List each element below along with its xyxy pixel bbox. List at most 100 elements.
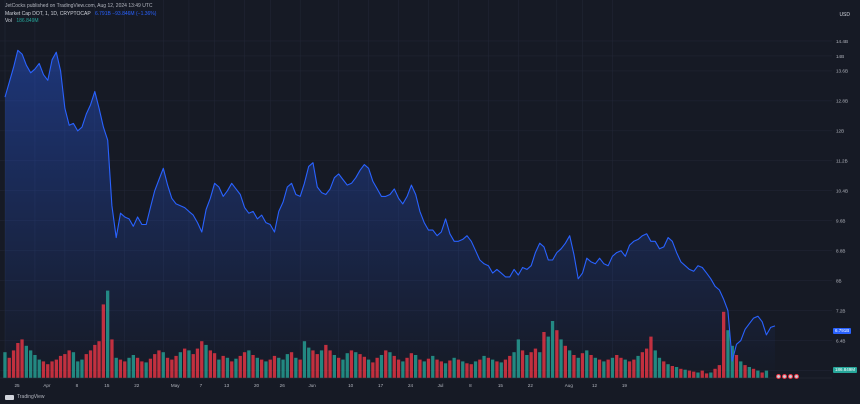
volume-bar — [640, 352, 644, 378]
volume-bar — [516, 339, 520, 378]
y-tick-label: 12.8B — [836, 99, 848, 104]
x-tick-label: 15 — [104, 383, 110, 388]
volume-bar — [170, 359, 174, 378]
volume-bar — [619, 357, 623, 378]
event-marker[interactable] — [776, 374, 781, 379]
volume-bar — [461, 361, 465, 378]
volume-bar — [281, 359, 285, 378]
volume-bar — [687, 370, 692, 378]
volume-bar — [255, 357, 259, 378]
x-tick-label: 12 — [592, 383, 598, 388]
event-marker[interactable] — [788, 374, 793, 379]
volume-bar — [764, 370, 769, 378]
volume-bar — [341, 359, 345, 378]
volume-bar — [439, 361, 443, 378]
volume-bar — [375, 357, 379, 378]
volume-bar — [683, 369, 687, 378]
volume-bar — [264, 361, 268, 378]
volume-bar — [538, 352, 542, 378]
volume-bar — [366, 359, 371, 378]
volume-bar — [93, 344, 97, 378]
x-tick-label: 25 — [14, 383, 20, 388]
price-axis[interactable]: 14.4B 14B 13.6B 12.8B 12B 11.2B 10.4B 9.6B 8.8B 8… — [832, 0, 860, 404]
volume-bar — [503, 359, 508, 378]
volume-bar — [550, 321, 555, 378]
volume-bar — [187, 350, 191, 378]
event-marker[interactable] — [794, 374, 799, 379]
volume-bar — [384, 350, 388, 378]
volume-bar — [520, 350, 525, 378]
volume-bar — [610, 357, 615, 378]
volume-bar — [285, 354, 289, 378]
volume-bar — [559, 339, 563, 378]
volume-bar — [349, 350, 354, 378]
volume-bar — [307, 347, 311, 378]
event-marker[interactable] — [782, 374, 787, 379]
volume-value: 186.849M — [16, 18, 39, 24]
price-line — [4, 49, 776, 362]
y-tick-label: 7.2B — [836, 308, 845, 313]
volume-bar — [37, 359, 41, 378]
volume-bar — [88, 350, 93, 378]
symbol-name: Market Cap DOT, 1, 1D, CRYPTOCAP — [5, 11, 91, 17]
currency-unit[interactable]: USD — [839, 12, 850, 18]
volume-bar — [33, 355, 37, 378]
volume-bar — [58, 355, 63, 378]
volume-bar — [512, 352, 516, 378]
time-axis[interactable]: 25 Apr 8 15 22 May 7 13 20 26 Jun 10 17 24 Jul 8 15 22 Aug… — [0, 377, 832, 388]
y-tick-label: 11.2B — [836, 159, 848, 164]
volume-bar — [135, 357, 140, 378]
publisher-caption: JetCocks published on TradingView.com, A… — [5, 3, 153, 9]
volume-bar — [542, 332, 546, 378]
volume-bar — [11, 350, 16, 378]
volume-bar — [448, 360, 452, 378]
volume-bar — [388, 352, 392, 378]
x-tick-label: 13 — [224, 383, 230, 388]
volume-bar — [46, 364, 50, 378]
volume-bar — [546, 336, 550, 378]
volume-bar — [666, 364, 670, 378]
volume-bar — [234, 358, 238, 378]
volume-bar — [110, 339, 114, 378]
volume-bar — [212, 353, 217, 378]
volume-bar — [76, 361, 80, 378]
event-markers[interactable] — [776, 374, 799, 379]
volume-bar — [525, 355, 529, 378]
volume-bar — [747, 367, 751, 378]
volume-bar — [431, 355, 435, 378]
volume-legend[interactable]: Vol 186.849M — [5, 18, 39, 24]
volume-bar — [418, 359, 422, 378]
volume-bar — [568, 350, 572, 378]
volume-bar — [739, 361, 743, 378]
symbol-legend[interactable]: Market Cap DOT, 1, 1D, CRYPTOCAP 6.791B … — [5, 11, 156, 17]
volume-bar — [700, 370, 704, 378]
volume-bar — [722, 311, 726, 378]
x-tick-label: 20 — [254, 383, 260, 388]
volume-bar — [576, 357, 580, 378]
tradingview-footer[interactable]: TradingView — [5, 394, 45, 400]
volume-bar — [20, 339, 24, 378]
x-tick-label: 8 — [469, 383, 472, 388]
volume-bar — [337, 357, 341, 378]
volume-bar — [465, 363, 469, 378]
x-tick-label: 7 — [200, 383, 203, 388]
volume-bar — [161, 352, 165, 378]
y-tick-label: 9.6B — [836, 219, 845, 224]
x-tick-label: May — [171, 383, 180, 388]
volume-bar — [473, 361, 478, 378]
volume-bar — [743, 365, 747, 378]
volume-bar — [657, 357, 662, 378]
volume-bar — [294, 357, 298, 378]
volume-bar — [324, 344, 328, 378]
volume-bar — [426, 358, 431, 378]
volume-bar — [379, 355, 384, 378]
volume-bar — [260, 359, 264, 378]
price-axis-bg — [832, 0, 860, 404]
volume-bar — [140, 361, 144, 378]
volume-bar — [670, 366, 674, 378]
volume-bar — [230, 361, 234, 378]
volume-bar — [131, 355, 135, 378]
price-area — [5, 50, 775, 379]
volume-bar — [200, 341, 204, 378]
